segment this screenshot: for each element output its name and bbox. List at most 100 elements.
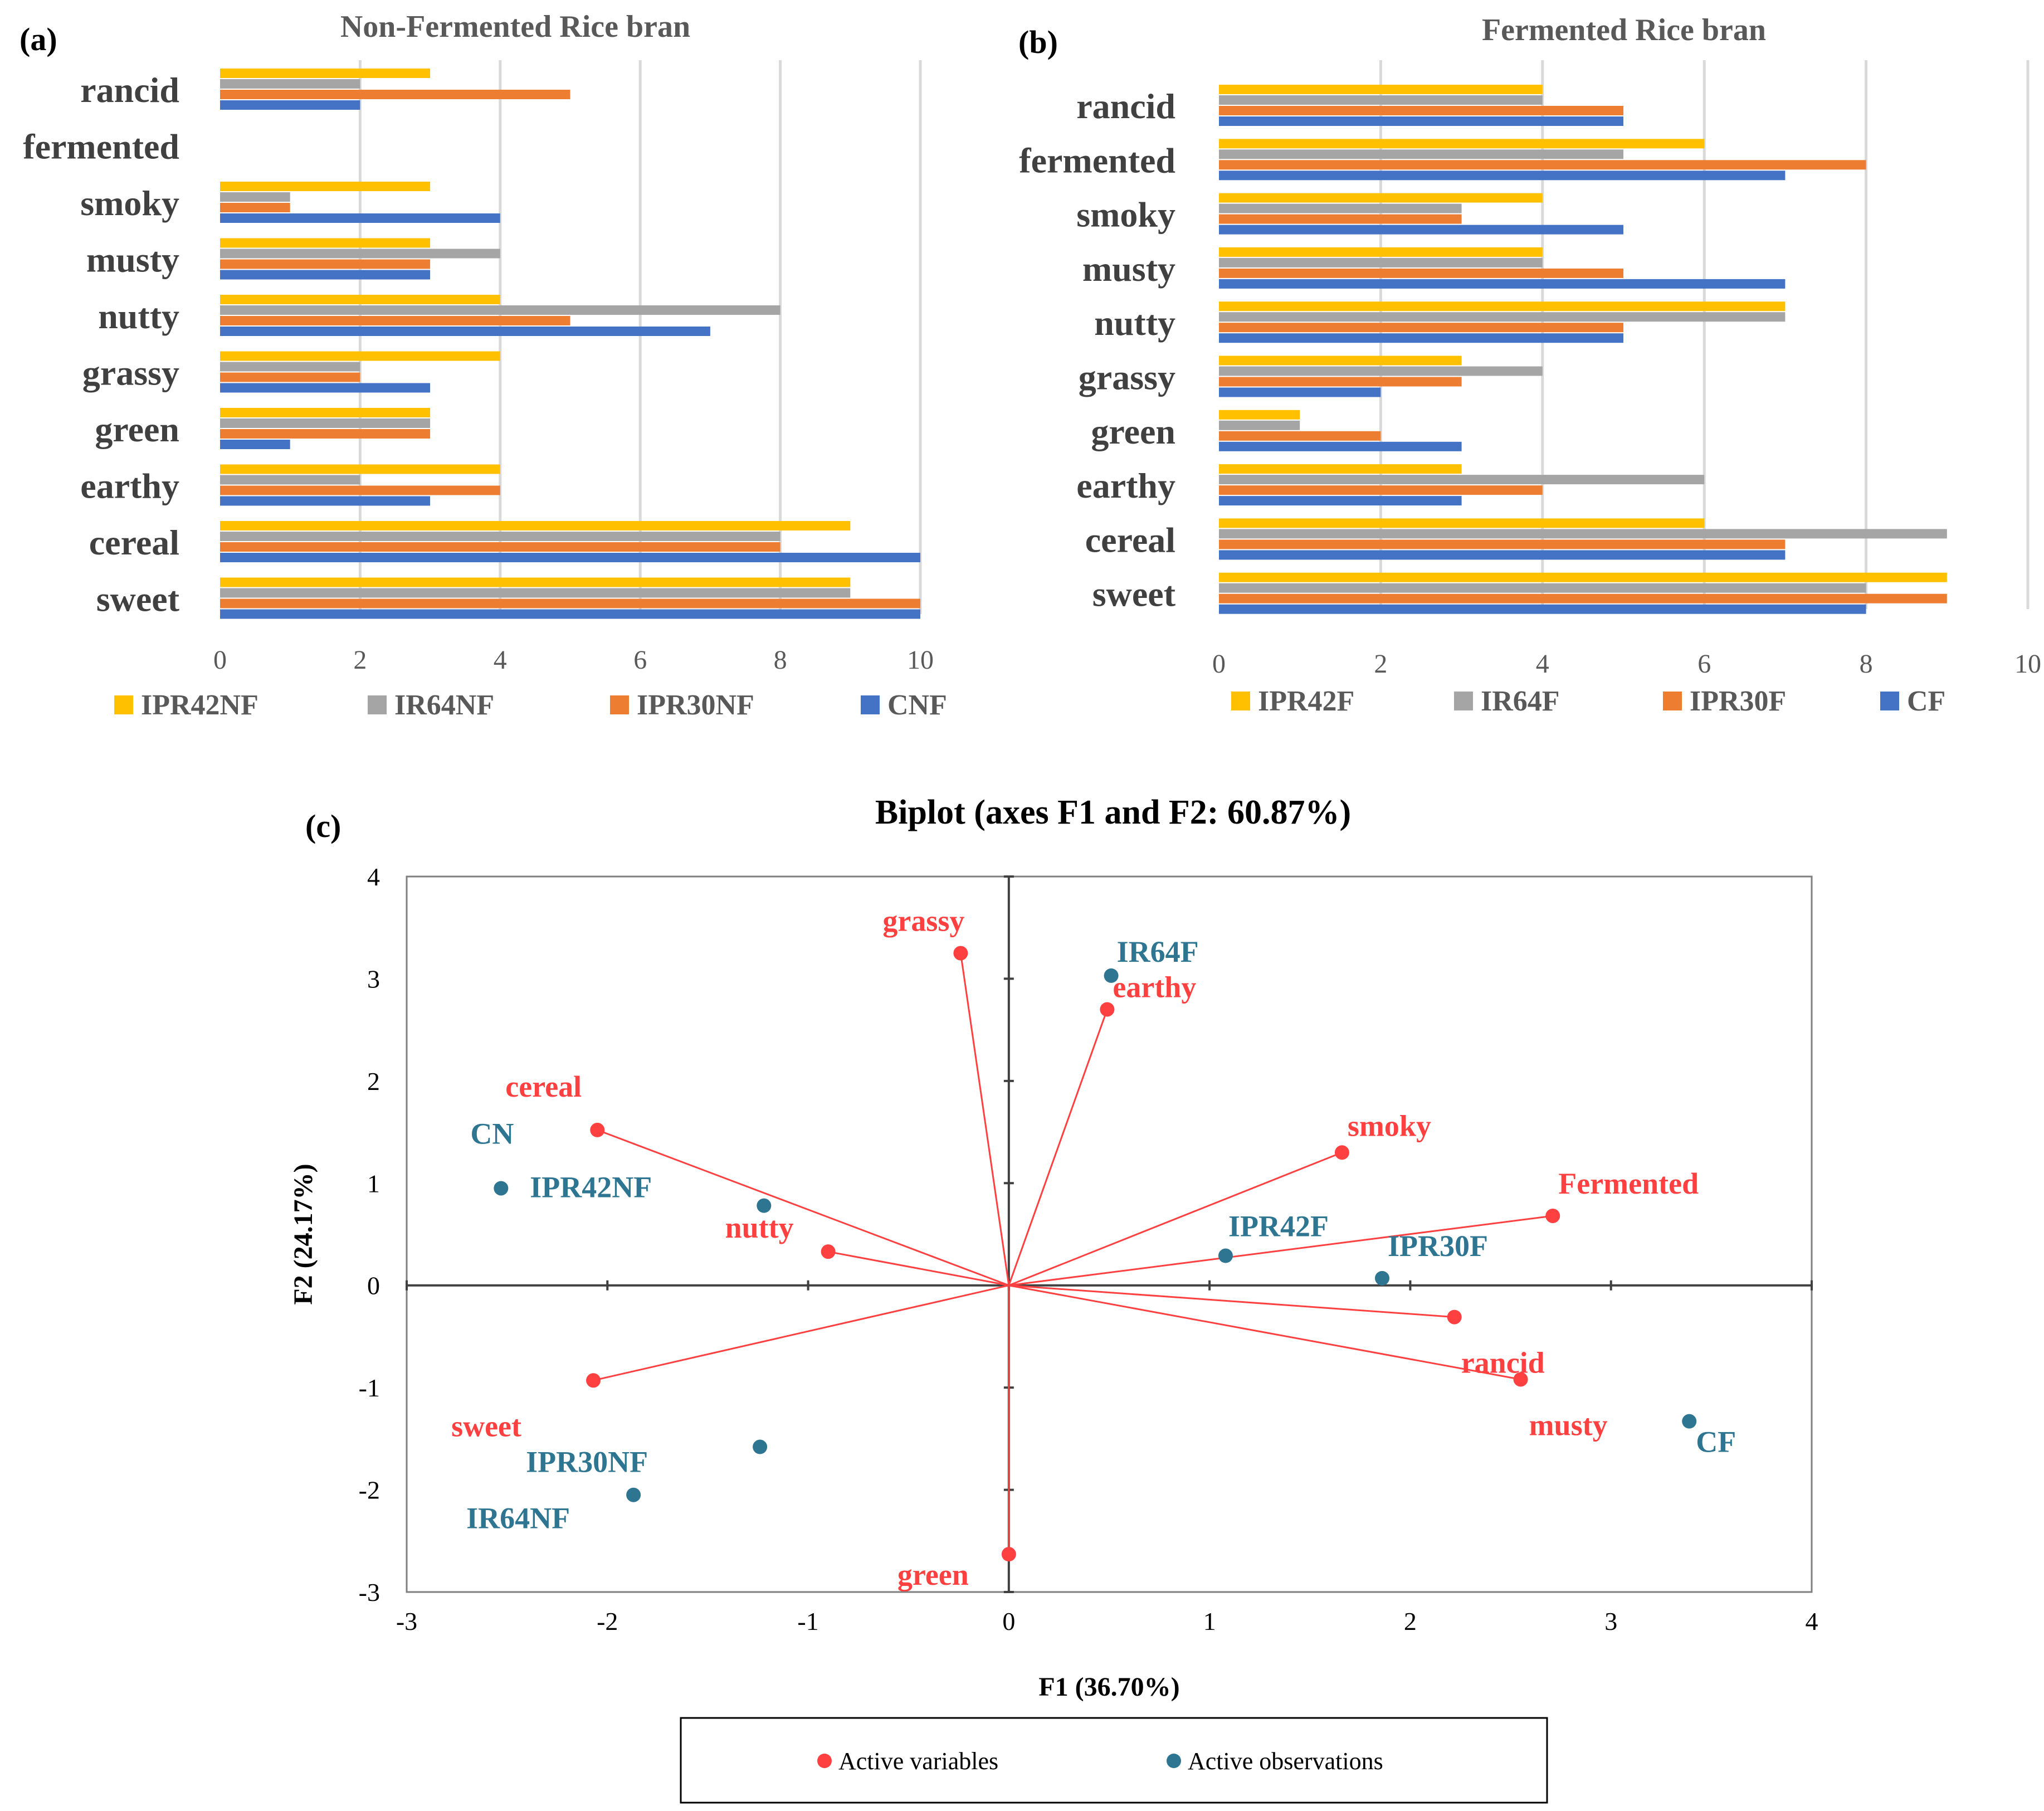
chart-title: Non-Fermented Rice bran — [340, 9, 690, 44]
bar-IR64F-rancid — [1219, 95, 1543, 105]
x-tick-label: -3 — [396, 1607, 417, 1635]
bar-IPR42NF-earthy — [220, 464, 500, 474]
chart-title: Fermented Rice bran — [1482, 13, 1766, 47]
observation-label-ipr30nf: IPR30NF — [526, 1445, 648, 1479]
variable-point-earthy — [1100, 1002, 1115, 1017]
vector-sweet — [593, 1284, 1009, 1381]
bar-IPR42F-nutty — [1219, 301, 1786, 311]
y-tick-label: 4 — [367, 863, 380, 891]
y-tick-label: 2 — [367, 1067, 380, 1096]
legend-marker-observations — [1167, 1754, 1181, 1768]
vector-rancid — [1008, 1284, 1455, 1318]
category-label-sweet: sweet — [96, 580, 180, 619]
variable-label-smoky: smoky — [1348, 1109, 1431, 1142]
bar-IR64F-fermented — [1219, 149, 1623, 159]
variable-point-fermented — [1545, 1208, 1560, 1223]
category-label-nutty: nutty — [1094, 303, 1175, 343]
legend-swatch-CF — [1880, 692, 1899, 710]
category-label-sweet: sweet — [1092, 575, 1176, 614]
bar-IR64F-smoky — [1219, 203, 1462, 213]
bar-IR64NF-green — [220, 418, 431, 428]
bar-IR64NF-musty — [220, 249, 500, 259]
variable-point-sweet — [586, 1373, 601, 1388]
observation-point-ipr42f — [1218, 1248, 1233, 1263]
observation-point-ir64nf — [626, 1487, 641, 1502]
observation-point-ipr30nf — [753, 1439, 768, 1454]
panel-label: (b) — [1018, 24, 1058, 60]
bar-IR64F-sweet — [1219, 583, 1866, 593]
legend-label-IPR42NF: IPR42NF — [141, 689, 258, 721]
bar-CF-earthy — [1219, 496, 1462, 506]
variable-label-earthy: earthy — [1113, 970, 1196, 1004]
bar-CNF-green — [220, 440, 290, 449]
legend-swatch-IPR30NF — [610, 695, 629, 714]
category-label-rancid: rancid — [80, 70, 179, 110]
legend-label-IPR42F: IPR42F — [1258, 685, 1354, 717]
bar-IPR42F-grassy — [1219, 356, 1462, 366]
x-tick-label: -2 — [597, 1607, 618, 1635]
vector-grassy — [959, 953, 1010, 1286]
observation-label-ir64f: IR64F — [1117, 935, 1199, 968]
bar-IPR30F-green — [1219, 431, 1381, 441]
bar-IPR30NF-nutty — [220, 316, 570, 325]
bar-IPR42F-smoky — [1219, 193, 1543, 203]
panel-b-bar-chart: (b) Fermented Rice bran 0 2 4 6 8 10 rancid ferme… — [1018, 13, 2041, 717]
bar-CF-nutty — [1219, 333, 1623, 343]
bar-IR64NF-rancid — [220, 79, 360, 89]
bar-IR64F-earthy — [1219, 475, 1705, 485]
bar-CNF-nutty — [220, 327, 710, 336]
category-label-cereal: cereal — [89, 523, 179, 562]
legend-swatch-IPR42F — [1231, 692, 1250, 710]
x-tick-label: 10 — [2014, 649, 2041, 679]
x-tick-label: 2 — [353, 645, 367, 675]
vector-musty — [1008, 1284, 1521, 1380]
category-label-earthy: earthy — [1076, 466, 1175, 505]
bar-CNF-cereal — [220, 553, 920, 562]
bar-IPR30NF-musty — [220, 259, 431, 269]
bar-IPR30F-grassy — [1219, 377, 1462, 387]
category-label-earthy: earthy — [80, 466, 179, 506]
bar-IPR42F-musty — [1219, 247, 1543, 257]
variable-point-rancid — [1447, 1309, 1462, 1325]
bar-IPR30NF-sweet — [220, 598, 920, 608]
bar-IPR30F-nutty — [1219, 323, 1623, 333]
bar-IPR30NF-earthy — [220, 485, 500, 495]
bar-IPR30NF-smoky — [220, 203, 290, 212]
observation-label-ipr42f: IPR42F — [1228, 1210, 1329, 1243]
category-label-cereal: cereal — [1085, 520, 1175, 559]
bar-CNF-grassy — [220, 383, 431, 393]
bar-IR64NF-cereal — [220, 532, 780, 541]
observation-label-cn: CN — [470, 1117, 514, 1150]
bar-CF-rancid — [1219, 116, 1623, 126]
bar-IPR42F-green — [1219, 410, 1300, 420]
variable-point-smoky — [1334, 1145, 1349, 1160]
legend-label-IR64NF: IR64NF — [394, 689, 494, 721]
x-tick-label: 3 — [1604, 1607, 1617, 1635]
category-label-green: green — [95, 410, 179, 449]
panel-a-bar-chart: (a) Non-Fermented Rice bran 0 2 4 6 8 10 rancid f… — [19, 9, 947, 721]
bar-IPR42NF-musty — [220, 238, 431, 248]
bar-IR64NF-nutty — [220, 305, 780, 315]
x-tick-label: 4 — [1536, 649, 1549, 679]
category-label-fermented: fermented — [23, 127, 179, 167]
x-tick-label: -1 — [797, 1607, 818, 1635]
variable-point-cereal — [590, 1122, 605, 1137]
observation-point-ir64f — [1104, 968, 1119, 983]
category-label-musty: musty — [86, 240, 179, 280]
bar-IR64NF-grassy — [220, 362, 360, 372]
x-tick-label: 4 — [1806, 1607, 1818, 1635]
legend-label-CF: CF — [1907, 685, 1945, 717]
bar-CF-sweet — [1219, 604, 1866, 614]
variable-label-musty: musty — [1529, 1408, 1608, 1442]
vector-earthy — [1008, 1009, 1108, 1286]
bar-IR64F-nutty — [1219, 312, 1786, 322]
bar-CNF-rancid — [220, 100, 360, 110]
bar-IPR30NF-cereal — [220, 542, 780, 552]
bar-CF-fermented — [1219, 171, 1786, 181]
category-label-green: green — [1091, 412, 1175, 451]
legend-box — [680, 1717, 1548, 1804]
bar-IPR30F-earthy — [1219, 485, 1543, 495]
observation-point-ipr42nf — [757, 1198, 772, 1213]
bar-CNF-smoky — [220, 213, 500, 223]
observation-point-ipr30f — [1374, 1270, 1389, 1286]
